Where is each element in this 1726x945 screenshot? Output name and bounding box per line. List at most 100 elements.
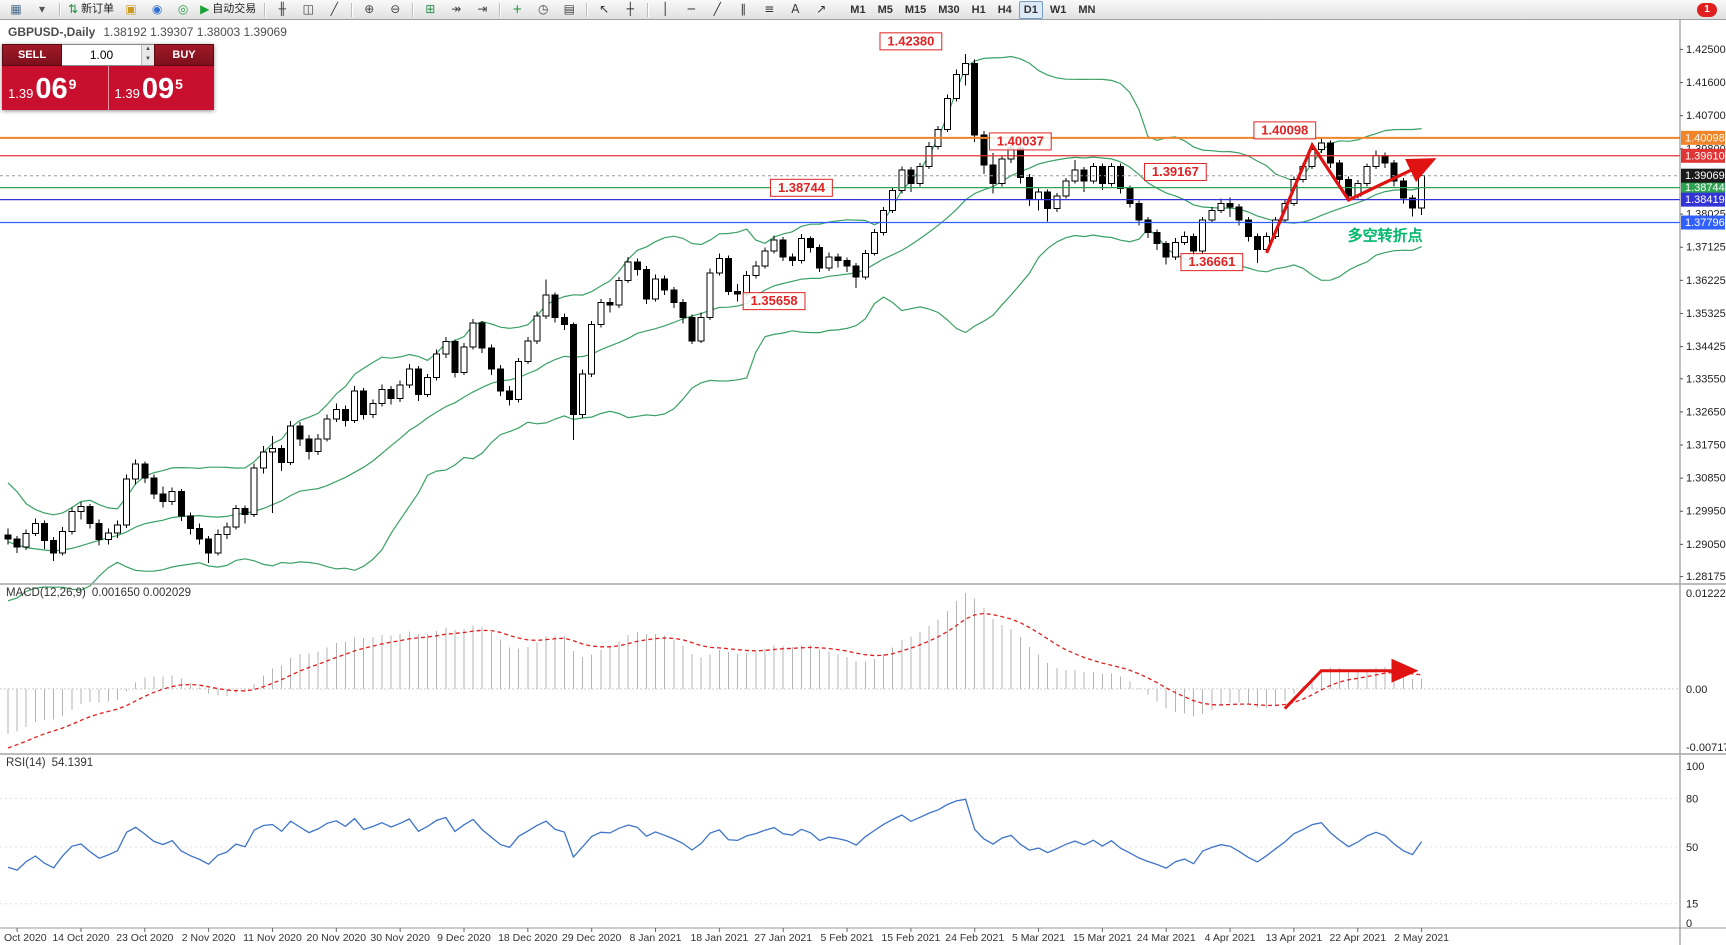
trendline-icon[interactable]: ╱ — [705, 0, 729, 19]
candlestick-chart-icon[interactable]: ◫ — [296, 0, 320, 19]
price-annotation-label[interactable]: 1.38744 — [770, 178, 833, 197]
text-icon: A — [791, 2, 800, 16]
bar-chart-icon[interactable]: ╫ — [270, 0, 294, 19]
price-axis-label: 1.42500 — [1686, 44, 1726, 56]
candle — [22, 532, 30, 548]
candle — [1226, 202, 1234, 208]
trend-zigzag-arrow[interactable] — [1265, 141, 1437, 254]
candle — [113, 524, 121, 534]
candle — [177, 491, 185, 517]
candle — [86, 505, 94, 524]
timeframe-h4[interactable]: H4 — [997, 3, 1012, 16]
date-axis-label: 24 Feb 2021 — [945, 932, 1004, 944]
text-icon[interactable]: A — [783, 0, 807, 19]
auto-scroll-icon: ↠ — [451, 2, 462, 16]
sell-button[interactable]: SELL — [2, 44, 62, 66]
channel-icon[interactable]: ∥ — [731, 0, 755, 19]
candle — [797, 238, 805, 262]
bid-price-panel[interactable]: 1.39 06 9 — [2, 66, 108, 110]
buy-button[interactable]: BUY — [154, 44, 214, 66]
candle — [880, 210, 888, 234]
candle — [1372, 154, 1380, 167]
autotrading-button[interactable]: ▶ 自动交易 — [197, 0, 259, 19]
candle — [296, 425, 304, 440]
candle — [1108, 165, 1116, 184]
svg-text:1.37796: 1.37796 — [1685, 217, 1725, 229]
arrows-icon[interactable]: ↗ — [809, 0, 833, 19]
candle — [223, 526, 231, 535]
candle — [77, 505, 85, 513]
channel-icon: ∥ — [740, 2, 747, 16]
timeframe-d1[interactable]: D1 — [1018, 0, 1043, 19]
timeframe-m1[interactable]: M1 — [850, 3, 866, 16]
candle — [1153, 232, 1161, 245]
date-axis-label: 5 Feb 2021 — [820, 932, 873, 944]
indicators-icon[interactable]: + — [505, 0, 529, 19]
rsi-axis-label: 100 — [1686, 761, 1704, 773]
price-annotation-label[interactable]: 1.40098 — [1253, 121, 1317, 140]
candle — [469, 322, 477, 348]
zoom-in-icon[interactable]: ⊕ — [357, 0, 381, 19]
candle — [1418, 175, 1426, 209]
line-chart-icon[interactable]: ╱ — [322, 0, 346, 19]
chart-shift-icon[interactable]: ⇥ — [470, 0, 494, 19]
window-list-icon[interactable]: ▾ — [30, 0, 54, 19]
candle — [250, 467, 258, 516]
date-axis-label: 9 Dec 2020 — [437, 932, 491, 944]
ask-price-sup: 5 — [175, 76, 183, 92]
market-watch-icon[interactable]: ◉ — [145, 0, 169, 19]
periods-icon[interactable]: ◷ — [531, 0, 555, 19]
macd-axis-label: 0.01222 — [1686, 588, 1726, 600]
candle — [104, 532, 112, 541]
tile-windows-icon[interactable]: ⊞ — [418, 0, 442, 19]
price-annotation-label[interactable]: 1.35658 — [742, 292, 806, 311]
macd-arrow-annotation[interactable] — [1283, 658, 1419, 710]
candle — [1053, 195, 1061, 209]
fibonacci-icon[interactable]: ≡ — [757, 0, 781, 19]
turning-point-note[interactable]: 多空转折点 — [1348, 226, 1423, 244]
timeframe-m5[interactable]: M5 — [877, 3, 893, 16]
date-axis-label: 18 Dec 2020 — [498, 932, 558, 944]
lot-increase-button[interactable]: ▲ — [142, 45, 154, 55]
navigator-icon[interactable]: ◎ — [171, 0, 195, 19]
price-annotation-label[interactable]: 1.39167 — [1143, 162, 1207, 181]
timeframe-bar: M1 M5 M15 M30 H1 H4 D1 W1 MN — [844, 0, 1101, 19]
bollinger-upper-band — [7, 55, 1422, 516]
new-order-button[interactable]: ⇅ 新订单 — [65, 0, 117, 19]
candle — [1144, 219, 1152, 234]
timeframe-m30[interactable]: M30 — [938, 3, 960, 16]
price-annotation-label[interactable]: 1.42380 — [879, 32, 943, 51]
timeframe-w1[interactable]: W1 — [1049, 3, 1067, 16]
toolbar-separator — [351, 2, 353, 17]
candle — [351, 390, 359, 421]
price-annotation-label[interactable]: 1.40037 — [988, 132, 1052, 151]
templates-icon[interactable]: ▤ — [557, 0, 581, 19]
fibonacci-icon: ≡ — [764, 2, 775, 16]
lot-decrease-button[interactable]: ▼ — [142, 55, 154, 65]
lot-size-input[interactable] — [62, 45, 141, 65]
candle — [734, 291, 742, 295]
candle — [478, 322, 486, 349]
candle — [1016, 147, 1024, 178]
timeframe-h1[interactable]: H1 — [971, 3, 986, 16]
chart-window-icon[interactable]: ▦ — [4, 0, 28, 19]
auto-scroll-icon[interactable]: ↠ — [444, 0, 468, 19]
zoom-out-icon[interactable]: ⊖ — [383, 0, 407, 19]
rsi-axis-label: 0 — [1686, 918, 1692, 930]
candle — [1208, 210, 1216, 221]
timeframe-mn[interactable]: MN — [1078, 3, 1096, 16]
candle — [1180, 235, 1188, 243]
candle — [141, 463, 149, 479]
ask-price-panel[interactable]: 1.39 09 5 — [107, 66, 215, 110]
candle — [615, 280, 623, 306]
horizontal-line-icon[interactable]: ─ — [679, 0, 703, 19]
notification-badge[interactable]: 1 — [1697, 2, 1717, 17]
vertical-line-icon[interactable]: │ — [653, 0, 677, 19]
date-axis-label: 14 Oct 2020 — [52, 932, 109, 944]
price-annotation-label[interactable]: 1.36661 — [1180, 253, 1244, 272]
cursor-icon[interactable]: ↖ — [592, 0, 616, 19]
crosshair-icon[interactable]: ┼ — [618, 0, 642, 19]
timeframe-m15[interactable]: M15 — [904, 3, 927, 16]
metaeditor-icon[interactable]: ▣ — [119, 0, 143, 19]
